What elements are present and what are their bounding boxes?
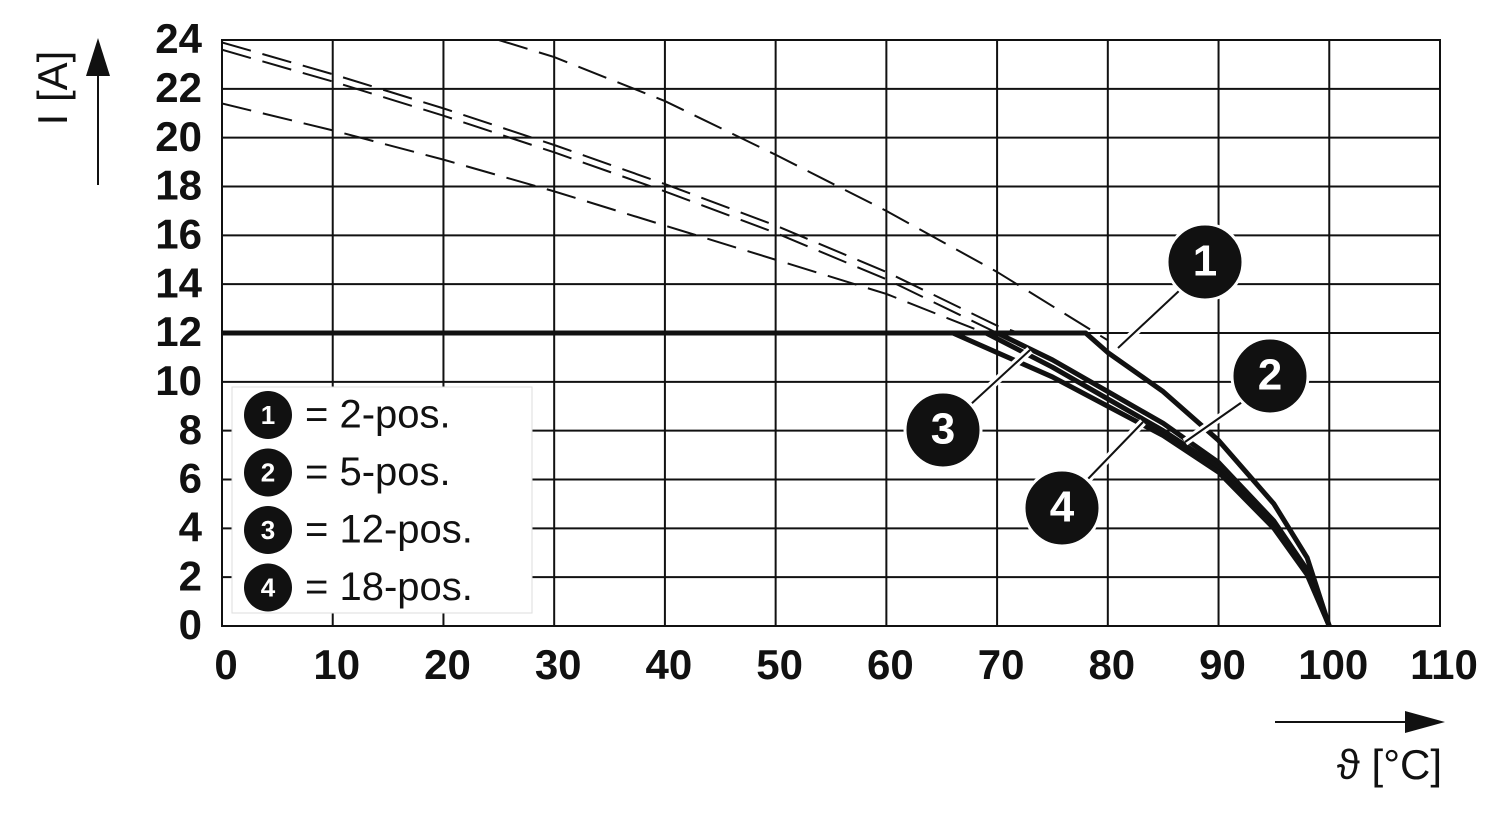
y-arrow-head: [86, 38, 110, 76]
x-tick-label: 0: [214, 641, 237, 688]
callout-badge: [1230, 336, 1310, 416]
callout-badge: [903, 390, 983, 470]
x-arrow-head: [1405, 711, 1445, 733]
y-tick-label: 14: [155, 259, 202, 306]
plot-area: [222, 40, 1332, 626]
x-tick-label: 80: [1088, 641, 1135, 688]
legend-label: = 12-pos.: [305, 508, 473, 552]
x-tick-label: 110: [1410, 641, 1478, 688]
reference-curve: [222, 102, 998, 339]
y-tick-label: 16: [155, 210, 202, 257]
reference-curve: [498, 40, 1109, 342]
x-tick-label: 70: [978, 641, 1025, 688]
y-tick-label: 2: [179, 552, 202, 599]
legend-label: = 2-pos.: [305, 393, 451, 437]
legend-badge-label: 1: [261, 400, 275, 430]
legend-badge-label: 3: [261, 515, 275, 545]
callout-label: 2: [1258, 351, 1282, 400]
legend-badge: [244, 448, 292, 497]
y-tick-label: 8: [179, 406, 202, 453]
y-tick-label: 20: [155, 113, 202, 160]
y-axis-title: I [A]: [29, 51, 76, 126]
x-tick-label: 60: [867, 641, 914, 688]
y-tick-label: 12: [155, 308, 202, 355]
x-tick-label: 20: [424, 641, 471, 688]
x-tick-label: 100: [1298, 641, 1368, 688]
plot-frame: [221, 39, 1441, 627]
x-tick-label: 40: [646, 641, 693, 688]
y-tick-label: 18: [155, 162, 202, 209]
derating-curve: [222, 330, 1332, 626]
callout-leader: [1184, 399, 1246, 443]
y-tick-label: 24: [155, 15, 202, 62]
legend-label: = 18-pos.: [305, 565, 473, 609]
legend-badge: [244, 563, 292, 612]
reference-curve: [222, 41, 1020, 334]
callout-badge: [1165, 222, 1245, 302]
legend-label: = 5-pos.: [305, 450, 451, 494]
callout-label: 3: [931, 405, 955, 454]
legend-badge-label: 2: [261, 457, 275, 487]
reference-curve: [222, 48, 998, 334]
x-tick-label: 30: [535, 641, 582, 688]
y-tick-label: 22: [155, 64, 202, 111]
legend-badge-label: 4: [261, 572, 276, 602]
callout-leader: [1084, 421, 1144, 483]
callout-label: 1: [1193, 237, 1217, 286]
derating-curve: [222, 330, 1332, 626]
x-axis-title: ϑ [°C]: [1337, 741, 1442, 788]
y-tick-label: 6: [179, 455, 202, 502]
x-tick-label: 50: [756, 641, 803, 688]
y-tick-label: 4: [179, 503, 203, 550]
callout-leader: [1117, 289, 1181, 349]
y-tick-label: 10: [155, 357, 202, 404]
legend-badge: [244, 506, 292, 554]
x-tick-label: 10: [313, 641, 360, 688]
callout-label: 4: [1050, 483, 1075, 532]
x-tick-label: 90: [1199, 641, 1246, 688]
callout-leader: [969, 349, 1031, 406]
callout-badge: [1022, 468, 1102, 548]
y-tick-label: 0: [179, 601, 202, 648]
legend-badge: [244, 391, 292, 439]
